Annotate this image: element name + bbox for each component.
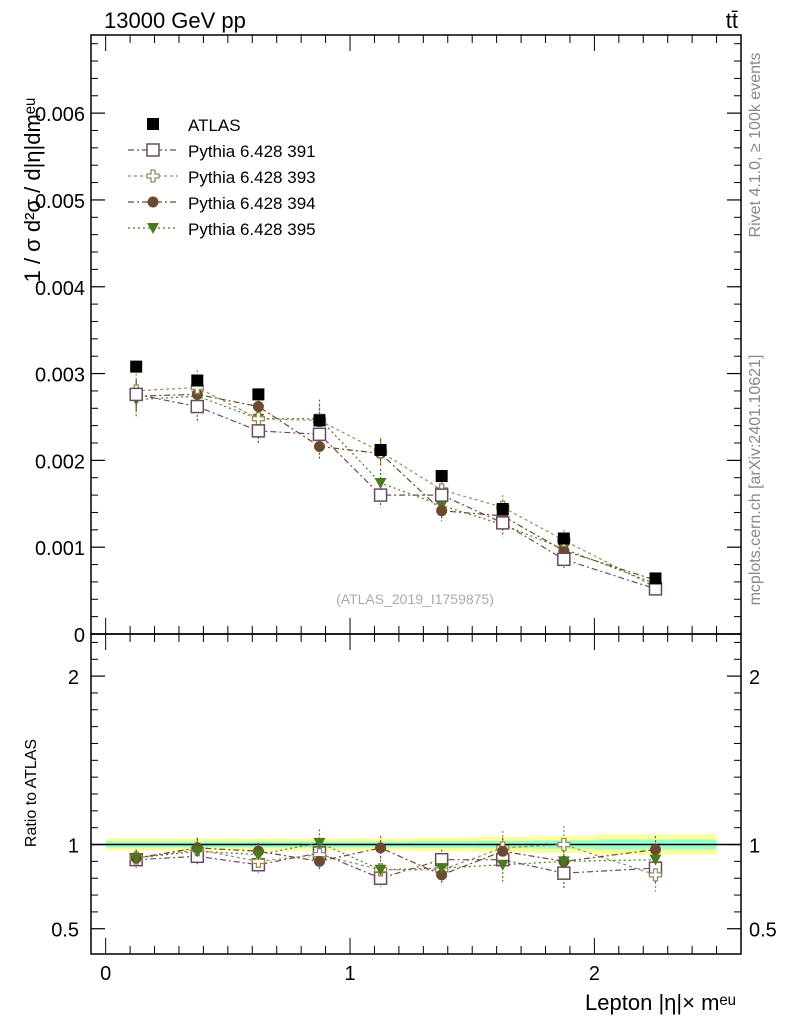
- ratio-data-point: [435, 863, 448, 875]
- ratio-y-tick-label-right: 0.5: [749, 920, 777, 942]
- main-series-line: [136, 395, 656, 585]
- main-axis-ticks: 0 0.001 0.002 0.003 0.004 0.005 0.006: [35, 35, 741, 954]
- main-y-tick-label: 0.001: [35, 538, 85, 560]
- main-y-tick-label: 0: [74, 625, 85, 647]
- header-energy-label: 13000 GeV pp: [104, 8, 246, 33]
- ratio-series-line: [136, 852, 656, 879]
- main-data-point: [373, 488, 388, 502]
- legend-entry-label: Pythia 6.428 393: [188, 168, 316, 187]
- main-data-point: [557, 532, 570, 545]
- ratio-y-axis-label: Ratio to ATLAS: [23, 739, 40, 847]
- ratio-data-point: [557, 866, 571, 880]
- mcplots-source-label: mcplots.cern.ch [arXiv:2401.10621]: [747, 355, 764, 606]
- legend-marker: [147, 223, 159, 234]
- main-data-point: [435, 470, 448, 483]
- ratio-data-point: [313, 855, 325, 867]
- main-data-marks: [129, 360, 663, 596]
- main-data-point: [436, 505, 448, 517]
- ratio-data-point: [557, 837, 571, 852]
- legend-entry-label: ATLAS: [188, 116, 241, 135]
- main-data-point: [496, 502, 509, 515]
- ratio-data-point: [374, 864, 387, 876]
- main-data-point: [374, 443, 387, 456]
- main-data-point: [557, 552, 571, 567]
- main-data-point: [252, 401, 264, 413]
- main-data-point: [649, 572, 662, 585]
- ratio-data-point: [496, 859, 509, 871]
- ratio-y-tick-label-left: 1: [68, 836, 79, 858]
- ratio-data-point: [497, 845, 509, 857]
- ratio-data-point: [313, 837, 326, 849]
- ratio-data-marks: [129, 826, 663, 892]
- ratio-data-point: [252, 849, 265, 861]
- rivet-version-label: Rivet 4.1.0, ≥ 100k events: [747, 53, 764, 238]
- ratio-axis-ticks: 0.5 0.5 1 1 2 2: [51, 641, 777, 942]
- ratio-data-point: [191, 846, 204, 858]
- ratio-plot-panel: 0.5 0.5 1 1 2 2 Ratio to ATLAS: [23, 633, 777, 955]
- main-y-tick-label: 0.004: [35, 278, 85, 300]
- ratio-plot-frame: [90, 633, 742, 955]
- ratio-y-tick-label-left: 2: [68, 667, 79, 689]
- main-data-point: [130, 360, 143, 373]
- main-data-point: [190, 399, 205, 414]
- ratio-y-tick-label-right: 2: [749, 667, 760, 689]
- main-y-tick-label: 0.006: [35, 104, 85, 126]
- main-plot-panel: 0 0.001 0.002 0.003 0.004 0.005 0.006 (ATLAS_2…: [20, 34, 742, 954]
- x-axis-tick-labels: 0 1 2: [100, 963, 600, 985]
- main-data-point: [434, 488, 449, 502]
- x-tick-label: 0: [100, 963, 111, 985]
- legend-entry-label: Pythia 6.428 391: [188, 142, 316, 161]
- main-y-tick-label: 0.005: [35, 191, 85, 213]
- main-y-tick-label: 0.002: [35, 451, 85, 473]
- main-y-axis-label: 1 / σ d²σ / d|η|dmᵉᵘ: [20, 98, 45, 283]
- legend-entry-label: Pythia 6.428 394: [188, 194, 316, 213]
- legend-marker: [146, 143, 160, 157]
- ratio-data-point: [436, 869, 448, 881]
- legend: ATLAS Pythia 6.428 391 Pythia 6.428 393 Pyt…: [128, 116, 316, 239]
- main-data-point: [313, 414, 326, 427]
- ratio-y-tick-label-left: 0.5: [51, 920, 79, 942]
- ratio-data-point: [251, 854, 266, 869]
- x-axis-label: Lepton |η|× mᵉᵘ: [585, 990, 736, 1015]
- main-data-point: [648, 582, 663, 596]
- main-series-line: [136, 393, 656, 590]
- main-data-point: [374, 477, 387, 489]
- ratio-data-point: [648, 868, 663, 882]
- main-data-point: [129, 387, 143, 402]
- ratio-data-point: [649, 854, 662, 866]
- header-process-label: tt̄: [726, 8, 738, 33]
- ratio-data-point: [130, 853, 143, 864]
- legend-marker: [146, 169, 160, 183]
- x-tick-label: 1: [344, 963, 355, 985]
- main-data-point: [313, 440, 325, 452]
- analysis-watermark: (ATLAS_2019_I1759875): [336, 591, 494, 607]
- ratio-data-point: [557, 856, 570, 868]
- main-data-point: [495, 516, 510, 530]
- x-tick-label: 2: [589, 963, 600, 985]
- main-data-point: [191, 374, 204, 387]
- main-series-line: [136, 386, 656, 588]
- legend-marker: [147, 196, 159, 208]
- ratio-y-tick-label-right: 1: [749, 836, 760, 858]
- ratio-data-point: [649, 844, 661, 856]
- ratio-data-point: [375, 842, 387, 854]
- main-data-point: [312, 427, 327, 442]
- main-data-point: [191, 388, 203, 400]
- main-series-line: [136, 393, 656, 581]
- main-y-tick-label: 0.003: [35, 365, 85, 387]
- main-data-point: [251, 424, 266, 438]
- legend-entry-label: Pythia 6.428 395: [188, 220, 316, 239]
- main-data-point: [252, 388, 265, 401]
- legend-marker: [147, 118, 159, 130]
